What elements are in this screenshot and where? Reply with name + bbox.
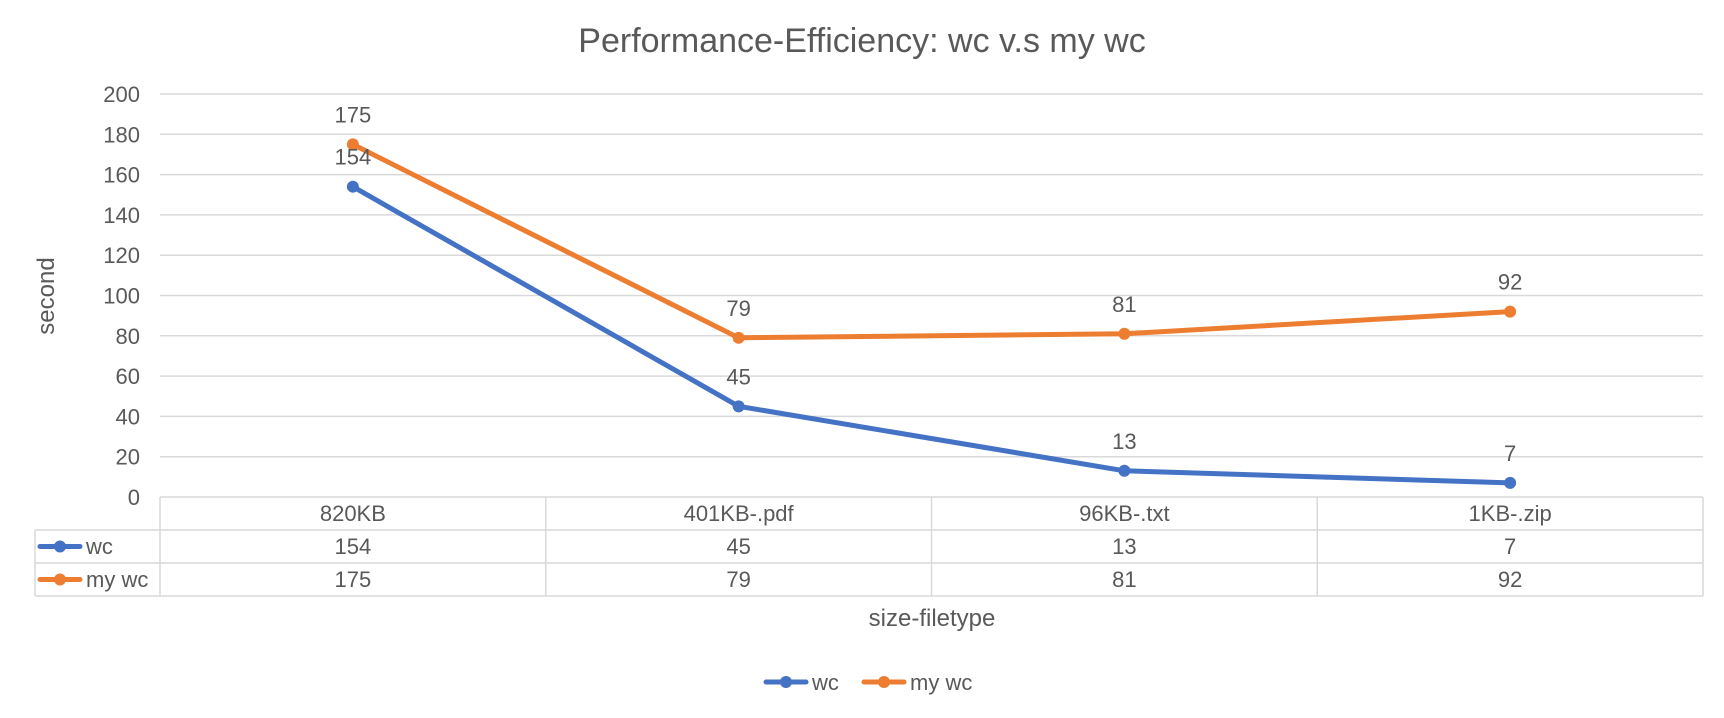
data-point (1118, 464, 1131, 477)
data-point (1504, 476, 1517, 489)
data-label: 79 (726, 296, 750, 321)
chart-title: Performance-Efficiency: wc v.s my wc (578, 22, 1145, 60)
legend-label: my wc (910, 670, 972, 695)
y-tick-label: 60 (116, 364, 140, 389)
table-category-label: 820KB (320, 501, 386, 526)
series-line-0 (350, 184, 1513, 486)
y-tick-label: 120 (103, 243, 140, 268)
legend: wc my wc (763, 670, 972, 695)
table-cell-value: 79 (726, 567, 750, 592)
table-cell-value: 81 (1112, 567, 1136, 592)
data-point (732, 400, 745, 413)
data-label: 92 (1498, 270, 1522, 295)
table-category-label: 96KB-.txt (1079, 501, 1169, 526)
legend-key-marker (780, 676, 792, 688)
y-tick-label: 100 (103, 284, 140, 309)
y-tick-label: 200 (103, 82, 140, 107)
table-cell-value: 13 (1112, 534, 1136, 559)
data-label: 13 (1112, 429, 1136, 454)
data-point (732, 331, 745, 344)
legend-key-marker (878, 676, 890, 688)
table-cell-value: 92 (1498, 567, 1522, 592)
data-table: 820KB 401KB-.pdf 96KB-.txt 1KB-.zip wc 154 45 1… (34, 496, 1704, 597)
y-axis-ticks: 0 20 40 60 80 100 120 140 160 180 200 (103, 82, 140, 510)
table-category-label: 1KB-.zip (1469, 501, 1552, 526)
y-tick-label: 0 (128, 485, 140, 510)
y-tick-label: 80 (116, 324, 140, 349)
table-cell-value: 7 (1504, 534, 1516, 559)
data-point (346, 180, 359, 193)
data-point (1118, 327, 1131, 340)
table-series-name: my wc (86, 567, 148, 592)
y-tick-label: 20 (116, 445, 140, 470)
series-line-1 (350, 141, 1513, 341)
y-tick-label: 180 (103, 122, 140, 147)
data-label: 175 (335, 102, 372, 127)
series-lines (346, 138, 1517, 489)
y-axis-label: second (33, 257, 60, 334)
data-label: 45 (726, 364, 750, 389)
data-point (346, 138, 359, 151)
table-cell-value: 154 (335, 534, 372, 559)
table-series-name: wc (85, 534, 113, 559)
table-cell-value: 175 (335, 567, 372, 592)
table-legend-key-marker (54, 573, 66, 586)
data-point (1504, 305, 1517, 318)
y-tick-label: 160 (103, 163, 140, 188)
y-tick-label: 140 (103, 203, 140, 228)
data-labels: 154 45 13 7 175 79 81 92 (335, 102, 1523, 466)
legend-label: wc (811, 670, 839, 695)
data-label: 154 (335, 145, 372, 170)
table-cell-value: 45 (726, 534, 750, 559)
y-tick-label: 40 (116, 404, 140, 429)
x-axis-label: size-filetype (869, 605, 996, 632)
table-category-label: 401KB-.pdf (684, 501, 795, 526)
data-label: 7 (1504, 441, 1516, 466)
data-label: 81 (1112, 292, 1136, 317)
table-legend-key-marker (54, 540, 66, 553)
gridlines (160, 93, 1703, 458)
